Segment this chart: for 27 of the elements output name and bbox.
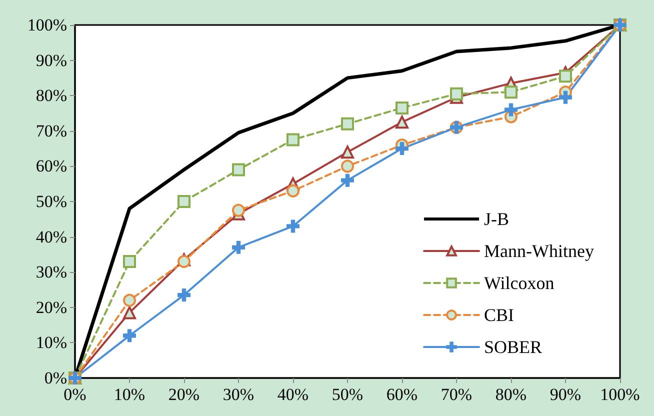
x-tick-label: 10%	[114, 385, 146, 404]
y-tick-label: 70%	[36, 121, 67, 140]
y-tick-label: 60%	[36, 156, 67, 176]
x-tick-label: 60%	[386, 385, 418, 404]
y-tick-label: 90%	[36, 50, 67, 70]
x-tick-label: 100%	[600, 385, 640, 404]
y-tick-label: 0%	[44, 368, 67, 388]
x-tick-label: 80%	[495, 385, 527, 404]
legend-label: Wilcoxon	[484, 273, 554, 293]
y-tick-label: 20%	[36, 298, 67, 317]
legend-label: SOBER	[484, 337, 542, 357]
x-tick-label: 50%	[332, 385, 364, 404]
x-tick-label: 40%	[277, 385, 309, 404]
x-tick-label: 0%	[64, 385, 86, 404]
y-tick-label: 10%	[36, 333, 67, 352]
x-tick-label: 90%	[550, 385, 582, 404]
y-tick-label: 80%	[36, 86, 67, 106]
x-tick-label: 70%	[440, 385, 472, 404]
x-tick-label: 20%	[168, 385, 200, 404]
y-tick-label: 40%	[36, 227, 67, 246]
x-tick-label: 30%	[222, 385, 254, 404]
legend-label: CBI	[484, 305, 514, 325]
y-tick-label: 50%	[36, 192, 67, 211]
y-tick-label: 30%	[36, 262, 67, 282]
legend-label: Mann-Whitney	[484, 241, 594, 261]
y-tick-label: 100%	[27, 16, 67, 34]
legend-label: J-B	[484, 209, 510, 229]
